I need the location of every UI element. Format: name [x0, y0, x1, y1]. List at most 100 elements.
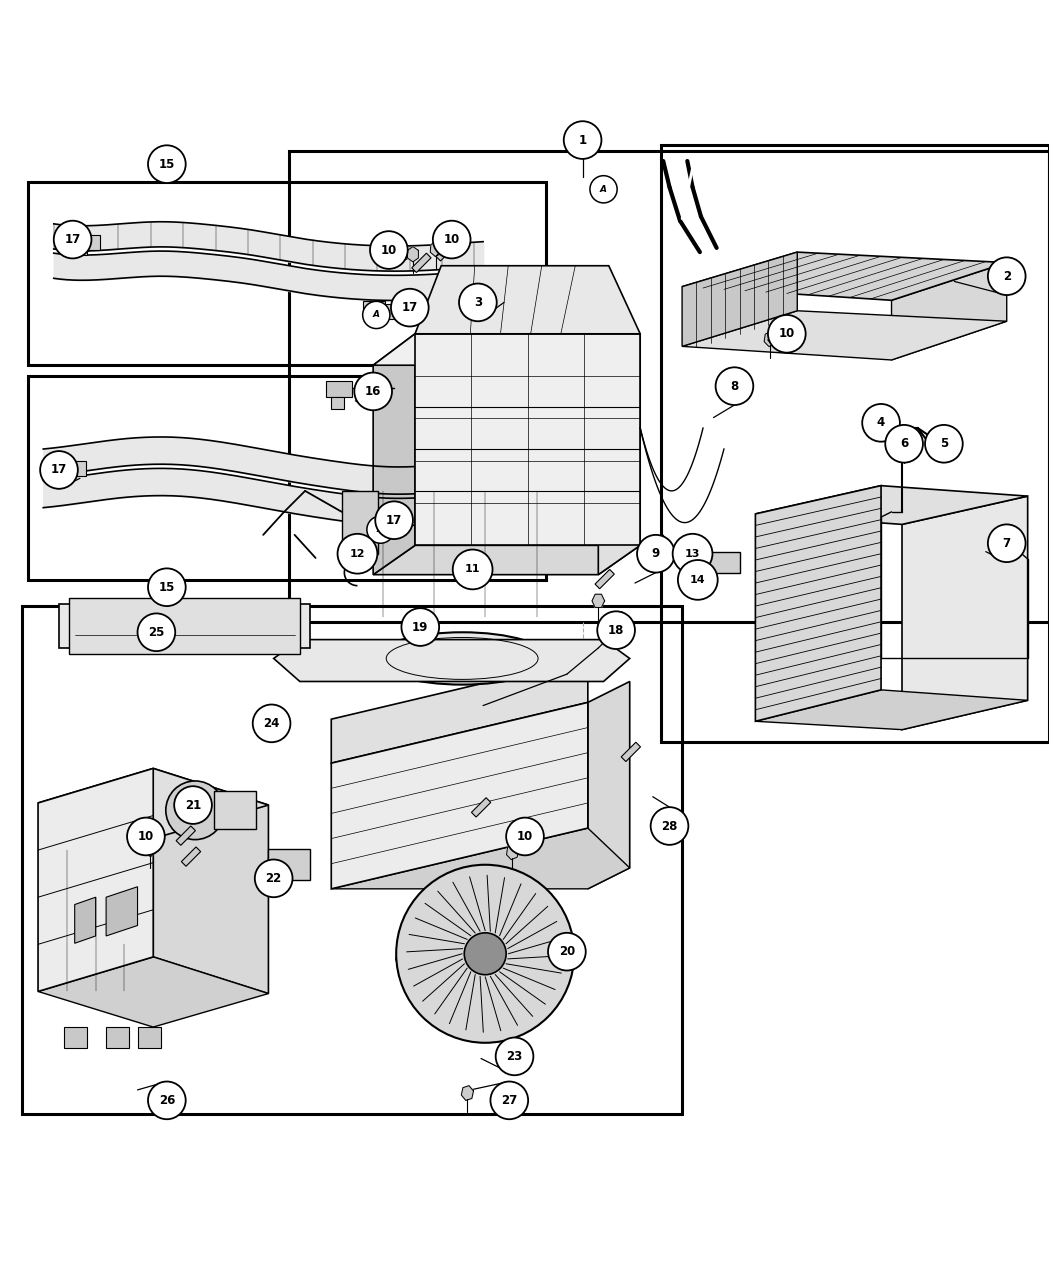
Circle shape — [590, 176, 617, 203]
Bar — [412, 254, 432, 273]
Polygon shape — [506, 844, 519, 859]
Circle shape — [433, 221, 470, 259]
Text: 8: 8 — [731, 380, 738, 393]
Bar — [214, 792, 256, 829]
Ellipse shape — [396, 940, 574, 979]
Circle shape — [548, 933, 586, 970]
Text: A: A — [600, 185, 607, 194]
Text: 10: 10 — [138, 830, 154, 843]
Text: 21: 21 — [185, 798, 202, 812]
Text: 17: 17 — [64, 233, 81, 246]
Text: 17: 17 — [402, 301, 418, 314]
Bar — [22, 606, 682, 1114]
Text: 9: 9 — [652, 547, 660, 560]
Bar — [768, 325, 788, 344]
Polygon shape — [461, 1086, 474, 1100]
Circle shape — [862, 404, 900, 441]
Circle shape — [148, 1081, 186, 1119]
Ellipse shape — [376, 632, 548, 685]
Bar — [436, 242, 455, 261]
Circle shape — [148, 145, 186, 184]
Circle shape — [490, 1081, 528, 1119]
Text: 10: 10 — [517, 830, 533, 843]
Text: 16: 16 — [365, 385, 381, 398]
Bar — [471, 798, 490, 817]
Text: 10: 10 — [443, 233, 460, 246]
Polygon shape — [63, 232, 87, 255]
Circle shape — [678, 560, 718, 599]
Bar — [106, 1028, 129, 1048]
Circle shape — [127, 817, 165, 856]
Polygon shape — [49, 458, 74, 481]
Polygon shape — [331, 658, 588, 764]
Text: 19: 19 — [412, 621, 428, 634]
Text: 23: 23 — [506, 1049, 523, 1063]
Polygon shape — [373, 334, 415, 575]
Text: 6: 6 — [900, 437, 908, 450]
Circle shape — [354, 372, 392, 411]
Bar — [59, 604, 311, 648]
Bar — [704, 552, 739, 572]
Text: 17: 17 — [386, 514, 402, 527]
Circle shape — [716, 367, 753, 405]
Polygon shape — [373, 546, 640, 575]
Polygon shape — [166, 1086, 179, 1099]
Bar — [138, 1028, 161, 1048]
Polygon shape — [274, 640, 630, 681]
Text: 4: 4 — [877, 417, 885, 430]
Text: 10: 10 — [779, 328, 795, 340]
Circle shape — [366, 516, 394, 543]
Polygon shape — [352, 515, 374, 537]
Polygon shape — [373, 334, 640, 365]
Polygon shape — [902, 496, 1028, 729]
Circle shape — [148, 569, 186, 606]
Polygon shape — [891, 263, 1007, 360]
Text: 27: 27 — [501, 1094, 518, 1107]
Bar — [290, 150, 1049, 622]
Polygon shape — [386, 305, 397, 319]
Bar — [69, 598, 300, 654]
Polygon shape — [682, 252, 1007, 301]
Text: 12: 12 — [350, 548, 365, 558]
Polygon shape — [331, 827, 630, 889]
Bar — [662, 145, 1049, 742]
Text: 10: 10 — [381, 244, 397, 256]
Text: 25: 25 — [148, 626, 165, 639]
Circle shape — [597, 611, 635, 649]
Bar — [622, 742, 640, 761]
Polygon shape — [38, 769, 153, 992]
Circle shape — [673, 534, 713, 574]
Text: 26: 26 — [159, 1094, 175, 1107]
Polygon shape — [598, 334, 640, 575]
Bar — [469, 570, 488, 589]
Bar — [176, 826, 195, 845]
Polygon shape — [755, 486, 881, 722]
Circle shape — [166, 782, 225, 840]
Circle shape — [496, 1038, 533, 1075]
Circle shape — [375, 501, 413, 539]
Polygon shape — [430, 241, 442, 256]
Circle shape — [401, 608, 439, 646]
Text: 20: 20 — [559, 945, 575, 959]
Bar — [269, 849, 311, 881]
Polygon shape — [588, 681, 630, 889]
Polygon shape — [407, 246, 418, 261]
Polygon shape — [682, 252, 797, 347]
Text: 7: 7 — [1003, 537, 1011, 550]
Polygon shape — [755, 486, 1028, 524]
Text: 22: 22 — [266, 872, 281, 885]
Text: 15: 15 — [159, 158, 175, 171]
Circle shape — [637, 536, 675, 572]
Circle shape — [988, 524, 1026, 562]
Circle shape — [768, 315, 805, 353]
Polygon shape — [106, 886, 138, 936]
Text: 17: 17 — [50, 463, 67, 477]
Text: 15: 15 — [159, 580, 175, 594]
Circle shape — [370, 231, 407, 269]
Circle shape — [885, 425, 923, 463]
Text: 3: 3 — [474, 296, 482, 309]
Circle shape — [506, 817, 544, 856]
Circle shape — [464, 933, 506, 974]
Polygon shape — [38, 958, 269, 1028]
Bar — [27, 376, 546, 580]
